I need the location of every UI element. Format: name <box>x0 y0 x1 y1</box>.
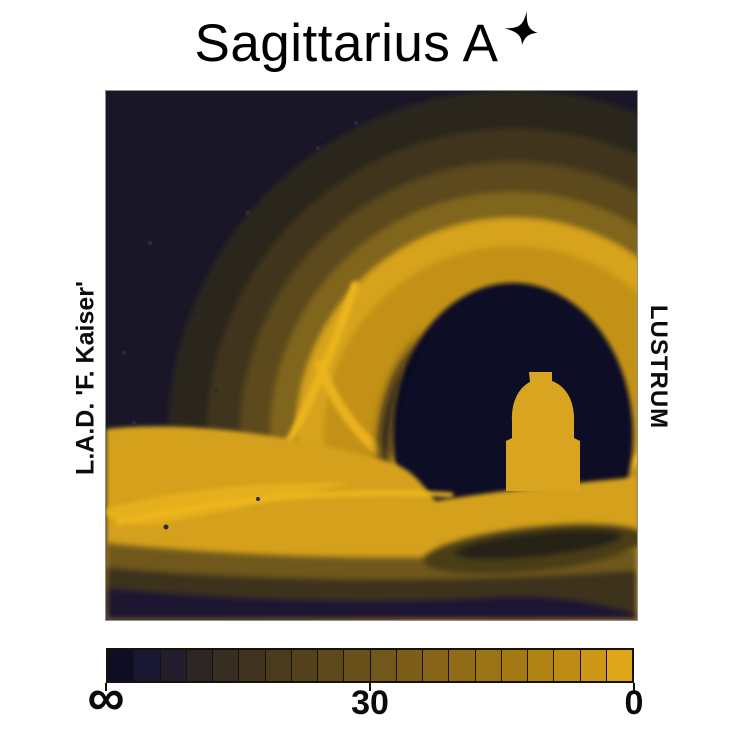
colorbar-segment <box>291 650 318 681</box>
colorbar-tick <box>105 683 107 691</box>
colorbar-tick-label: ∞ <box>87 669 125 727</box>
colorbar <box>106 648 634 683</box>
colorbar-segment <box>606 650 632 681</box>
colorbar-segment <box>213 650 240 681</box>
colorbar-segment <box>528 650 555 681</box>
colorbar-segment <box>554 650 581 681</box>
colorbar-segment <box>580 650 607 681</box>
colorbar-segment <box>344 650 371 681</box>
background-speckles <box>122 121 358 530</box>
colorbar-segment <box>370 650 397 681</box>
colorbar-segment <box>449 650 476 681</box>
colorbar-segment <box>318 650 345 681</box>
colorbar-tick-label: 30 <box>351 684 389 722</box>
colorbar-segment <box>475 650 502 681</box>
colorbar-tick-label: 0 <box>624 684 644 722</box>
colorbar-ticks <box>105 683 635 693</box>
colorbar-segment <box>265 650 292 681</box>
disk-tongue-highlight <box>106 482 454 526</box>
photon-ring-inner-shadow <box>379 331 428 539</box>
colorbar-tick <box>369 683 371 691</box>
black-hole-image-frame <box>105 90 638 621</box>
colorbar-segment <box>186 650 213 681</box>
colorbar-segment <box>501 650 528 681</box>
colorbar-segment <box>423 650 450 681</box>
colorbar-segment <box>239 650 266 681</box>
colorbar-segment <box>160 650 187 681</box>
black-hole-visualization <box>106 91 637 620</box>
page-title: Sagittarius A <box>194 14 499 73</box>
colorbar-segment <box>108 650 135 681</box>
colorbar-segment <box>396 650 423 681</box>
observatory-dome-silhouette <box>506 372 580 491</box>
right-axis-label: LUSTRUM <box>645 304 672 430</box>
four-pointed-star-icon <box>504 11 538 46</box>
page-title-row: Sagittarius A <box>0 11 741 73</box>
colorbar-segment <box>134 650 161 681</box>
left-axis-label: L.A.D. 'F. Kaiser' <box>71 281 100 475</box>
colorbar-tick <box>633 683 635 691</box>
lensed-disk-underside <box>423 524 637 574</box>
